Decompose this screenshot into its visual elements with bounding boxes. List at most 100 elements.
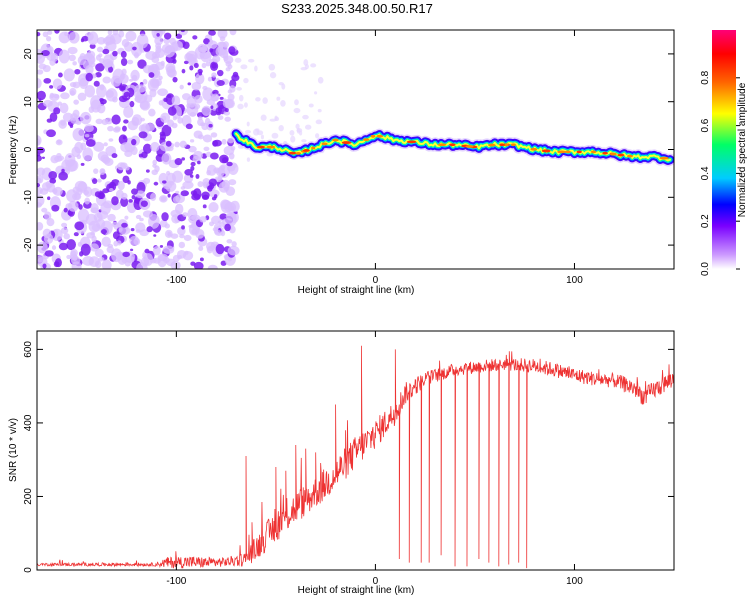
noise-blob <box>49 112 58 122</box>
noise-blob <box>79 77 89 90</box>
noise-blob <box>82 147 94 161</box>
noise-blob <box>268 63 276 71</box>
noise-blob <box>217 115 224 120</box>
spectrogram-y-axis-title: Frequency (Hz) <box>8 116 19 185</box>
noise-blob <box>243 102 248 108</box>
ridge-peak <box>266 145 274 149</box>
noise-blob <box>206 170 211 176</box>
noise-blob <box>217 69 224 77</box>
noise-blob <box>193 62 199 69</box>
noise-blob <box>158 75 163 81</box>
noise-blob <box>185 123 193 130</box>
snr-chart: -100 0 100 0 200 400 600 Height of straight l… <box>8 330 675 596</box>
noise-blob <box>85 72 93 82</box>
noise-blob <box>166 94 172 99</box>
noise-blob <box>174 158 183 166</box>
noise-blob <box>120 57 128 67</box>
noise-blob <box>97 178 102 183</box>
noise-blob <box>80 243 91 256</box>
noise-blob <box>214 229 221 235</box>
noise-blob <box>140 200 148 207</box>
noise-blob <box>269 72 277 79</box>
noise-blob <box>110 75 122 87</box>
noise-blob <box>79 111 92 125</box>
ridge-peak <box>602 151 608 155</box>
noise-blob <box>122 251 130 258</box>
noise-blob <box>295 123 300 130</box>
noise-blob <box>119 73 129 85</box>
noise-blob <box>77 92 87 101</box>
noise-blob <box>164 45 175 58</box>
noise-blob <box>108 188 114 192</box>
noise-blob <box>225 67 231 72</box>
ridge-peak <box>557 150 566 154</box>
noise-blob <box>37 146 45 154</box>
noise-blob <box>112 231 120 240</box>
noise-blob <box>181 225 185 230</box>
ridge-peak <box>659 156 669 160</box>
noise-blob <box>210 132 218 138</box>
noise-blob <box>121 192 128 200</box>
noise-blob <box>93 141 105 152</box>
noise-blob <box>205 61 211 67</box>
noise-blob <box>195 73 205 85</box>
noise-blob <box>221 157 229 164</box>
spectrogram-x-tick-label: -100 <box>166 275 186 286</box>
noise-blob <box>66 239 76 251</box>
noise-blob <box>208 123 213 128</box>
noise-blob <box>156 33 160 37</box>
noise-blob <box>154 36 163 46</box>
noise-blob <box>43 211 52 221</box>
noise-blob <box>142 65 154 74</box>
noise-blob <box>303 59 309 66</box>
noise-blob <box>118 95 128 103</box>
noise-blob <box>255 97 261 102</box>
noise-blob <box>129 78 134 82</box>
noise-blob <box>74 192 81 200</box>
noise-blob <box>154 48 165 59</box>
noise-blob <box>159 245 164 248</box>
noise-blob <box>79 251 84 257</box>
noise-blob <box>174 141 180 148</box>
noise-blob <box>120 85 126 91</box>
colorbar-tick-label: 0.6 <box>700 118 711 132</box>
noise-blob <box>84 84 96 98</box>
noise-blob <box>260 114 267 121</box>
noise-blob <box>131 138 137 146</box>
noise-blob <box>44 250 54 257</box>
noise-blob <box>165 140 172 147</box>
noise-blob <box>113 240 119 247</box>
spectrogram-x-tick-label: 100 <box>566 275 583 286</box>
noise-blob <box>162 245 175 254</box>
noise-blob <box>227 137 235 144</box>
noise-blob <box>95 63 105 72</box>
noise-blob <box>212 139 222 147</box>
noise-blob <box>139 101 150 110</box>
noise-blob <box>85 139 96 147</box>
noise-blob <box>120 142 132 153</box>
noise-blob <box>315 119 323 125</box>
noise-blob <box>153 181 159 186</box>
noise-blob <box>142 210 153 218</box>
noise-blob <box>42 31 49 38</box>
noise-blob <box>201 105 212 117</box>
ridge-peak <box>541 149 551 153</box>
noise-blob <box>192 35 198 40</box>
noise-blob <box>58 242 69 251</box>
noise-blob <box>85 213 98 226</box>
noise-blob <box>61 222 68 228</box>
noise-blob <box>171 170 184 183</box>
noise-blob <box>144 248 150 254</box>
snr-x-tick-label: -100 <box>166 576 186 587</box>
noise-blob <box>74 180 87 192</box>
noise-blob <box>197 181 204 188</box>
noise-blob <box>167 106 177 116</box>
noise-blob <box>184 52 194 62</box>
noise-blob <box>93 168 99 174</box>
noise-blob <box>69 90 75 96</box>
noise-blob <box>66 254 72 260</box>
noise-blob <box>189 174 194 178</box>
ridge-peak <box>627 154 633 158</box>
noise-blob <box>37 186 44 195</box>
noise-blob <box>80 142 87 151</box>
